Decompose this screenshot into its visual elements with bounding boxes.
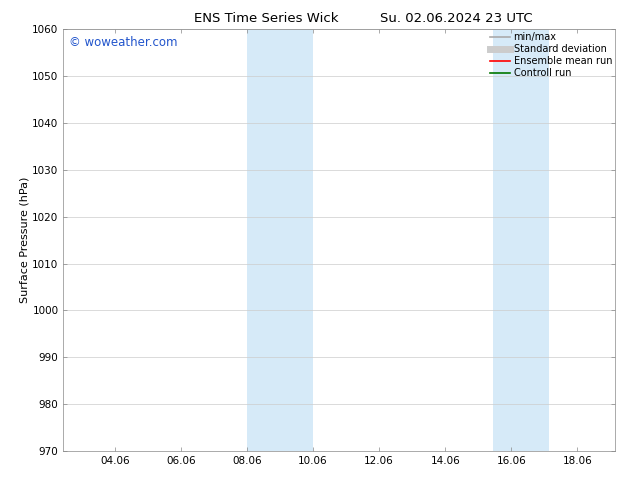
Text: ENS Time Series Wick: ENS Time Series Wick: [194, 12, 339, 25]
Text: Su. 02.06.2024 23 UTC: Su. 02.06.2024 23 UTC: [380, 12, 533, 25]
Legend: min/max, Standard deviation, Ensemble mean run, Controll run: min/max, Standard deviation, Ensemble me…: [490, 32, 612, 78]
Text: © woweather.com: © woweather.com: [69, 36, 178, 49]
Y-axis label: Surface Pressure (hPa): Surface Pressure (hPa): [20, 177, 30, 303]
Bar: [493, 29, 549, 451]
Bar: [247, 29, 313, 451]
